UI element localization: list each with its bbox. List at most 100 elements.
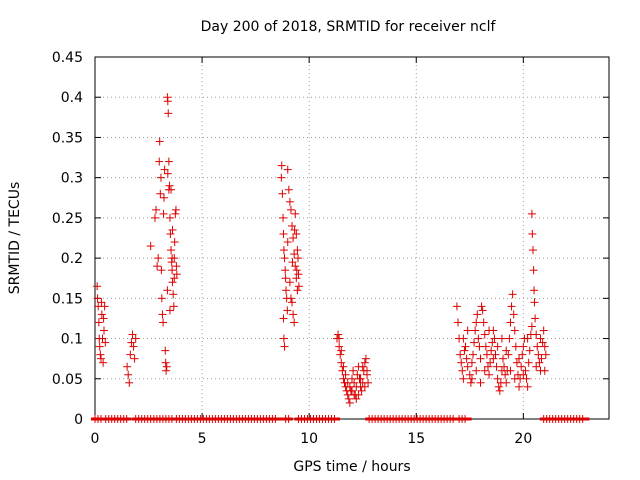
data-point — [480, 330, 489, 339]
data-point — [523, 334, 532, 343]
data-point — [167, 185, 176, 194]
data-point — [498, 354, 507, 363]
data-point — [156, 173, 165, 182]
data-point — [479, 318, 488, 327]
data-point — [157, 266, 166, 275]
data-point — [153, 262, 162, 271]
data-point — [467, 374, 476, 383]
data-point — [474, 334, 483, 343]
data-point — [506, 366, 515, 375]
data-point — [101, 338, 110, 347]
data-point — [335, 342, 344, 351]
y-axis-label: SRMTID / TECUs — [7, 182, 23, 295]
data-point — [462, 354, 471, 363]
data-point — [162, 366, 171, 375]
data-point — [341, 370, 350, 379]
data-point — [343, 378, 352, 387]
data-point — [495, 386, 504, 395]
grid-lines — [95, 57, 609, 419]
data-point — [492, 362, 501, 371]
data-point — [507, 302, 516, 311]
data-point — [170, 238, 179, 247]
data-point — [534, 350, 543, 359]
data-point — [536, 334, 545, 343]
data-point — [352, 394, 361, 403]
data-point — [289, 310, 298, 319]
data-point — [339, 362, 348, 371]
data-point — [146, 242, 155, 251]
y-axis-ticks: 0 0.05 0.1 0.15 0.2 0.25 0.3 0.35 0.4 0.45 — [52, 50, 609, 428]
zero-value-run — [365, 415, 459, 423]
data-point — [337, 346, 346, 355]
data-point — [338, 366, 347, 375]
data-point — [525, 346, 534, 355]
data-point — [465, 370, 474, 379]
data-point — [540, 342, 549, 351]
data-point — [280, 254, 289, 263]
data-point — [155, 157, 164, 166]
data-point — [285, 197, 294, 206]
data-point — [162, 362, 171, 371]
zero-value-run — [281, 415, 293, 423]
data-point — [511, 342, 520, 351]
data-point — [131, 334, 140, 343]
data-point — [491, 350, 500, 359]
data-point — [537, 354, 546, 363]
data-point — [532, 362, 541, 371]
data-point — [463, 362, 472, 371]
x-tick-label: 20 — [514, 431, 532, 447]
data-point — [335, 334, 344, 343]
data-point — [353, 370, 362, 379]
data-point — [504, 350, 513, 359]
data-point — [99, 314, 108, 323]
data-point — [482, 350, 491, 359]
data-point — [460, 346, 469, 355]
y-tick-label: 0.25 — [52, 211, 83, 227]
zero-value-run — [131, 415, 156, 423]
data-point — [485, 370, 494, 379]
data-point — [472, 366, 481, 375]
data-point — [452, 302, 461, 311]
data-point — [533, 342, 542, 351]
data-point — [344, 394, 353, 403]
data-point — [97, 298, 106, 307]
data-point — [129, 342, 138, 351]
data-point — [530, 298, 539, 307]
data-point — [279, 213, 288, 222]
data-point — [155, 137, 164, 146]
data-point — [485, 326, 494, 335]
data-point — [163, 97, 172, 106]
data-point — [293, 246, 302, 255]
data-point — [509, 310, 518, 319]
data-point — [159, 318, 168, 327]
data-point — [99, 358, 108, 367]
data-point — [360, 382, 369, 391]
data-point — [471, 326, 480, 335]
data-point — [93, 282, 102, 291]
data-point — [168, 254, 177, 263]
data-point — [461, 342, 470, 351]
data-point — [467, 358, 476, 367]
zero-value-run — [455, 415, 472, 423]
data-point — [477, 302, 486, 311]
data-point — [161, 358, 170, 367]
data-point — [279, 246, 288, 255]
data-point — [497, 334, 506, 343]
data-point — [362, 366, 371, 375]
data-point — [166, 229, 175, 238]
data-point — [168, 266, 177, 275]
data-point — [489, 354, 498, 363]
y-tick-label: 0.1 — [61, 332, 83, 348]
data-point — [124, 370, 133, 379]
y-tick-label: 0.4 — [61, 90, 83, 106]
data-point — [165, 213, 174, 222]
data-point — [98, 334, 107, 343]
data-point — [294, 282, 303, 291]
data-point — [470, 338, 479, 347]
data-point — [540, 366, 549, 375]
zero-value-run — [149, 415, 171, 423]
data-point — [164, 109, 173, 118]
data-point — [512, 358, 521, 367]
data-point — [522, 374, 531, 383]
data-point — [493, 342, 502, 351]
